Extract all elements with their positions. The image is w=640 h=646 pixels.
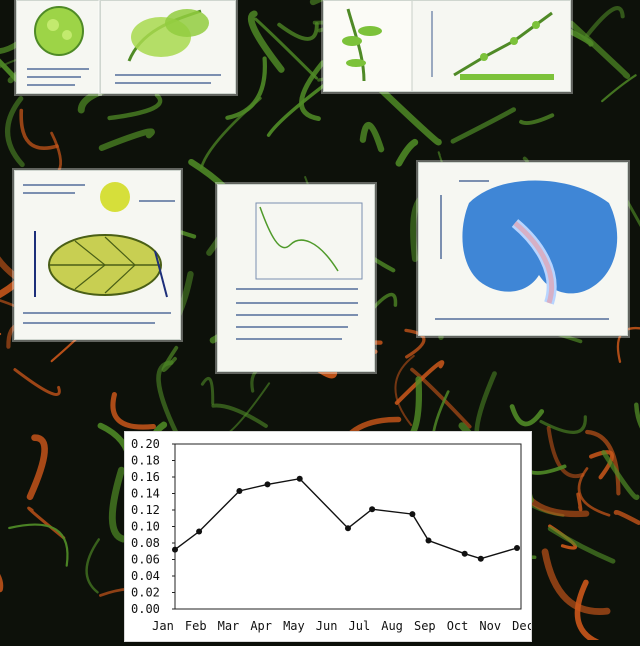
mini-line-plot-icon [218,185,374,371]
specimen-card-line-plot [217,184,375,372]
series-line [175,479,517,559]
watermark-text [492,614,638,630]
y-tick-label: 0.18 [131,454,160,468]
x-tick-label: Jan [152,619,174,633]
stem-illustration-icon [101,1,235,93]
x-tick-label: May [283,619,305,633]
x-tick-label: Mar [218,619,240,633]
specimen-card-plant-stem [100,0,236,94]
data-point [297,476,303,482]
x-tick-label: Jun [316,619,338,633]
data-point [265,481,271,487]
data-point [345,525,351,531]
data-point [478,556,484,562]
branch-illustration-icon [324,1,570,91]
specimen-card-blue-organism [418,162,628,336]
x-tick-label: Sep [414,619,436,633]
y-tick-label: 0.02 [131,586,160,600]
x-tick-label: Feb [185,619,207,633]
x-tick-label: Oct [447,619,469,633]
data-point [172,547,178,553]
line-chart: 0.20 0.18 0.16 0.14 0.12 0.10 0.08 0.06 0.04 0.02… [125,432,531,641]
specimen-card-leaf-section [14,170,181,340]
y-tick-label: 0.06 [131,553,160,567]
leaf-cross-section-icon [15,171,180,339]
y-tick-label: 0.14 [131,487,160,501]
data-point [426,538,432,544]
y-tick-label: 0.08 [131,536,160,550]
x-tick-label: Jul [349,619,371,633]
x-tick-label: Apr [250,619,272,633]
data-point [462,551,468,557]
y-tick-label: 0.00 [131,602,160,616]
line-chart-card: 0.20 0.18 0.16 0.14 0.12 0.10 0.08 0.06 0.04 0.02… [124,431,532,642]
y-tick-label: 0.16 [131,470,160,484]
y-tick-label: 0.20 [131,437,160,451]
data-point [369,506,375,512]
y-tick-label: 0.12 [131,503,160,517]
data-point [196,529,202,535]
x-tick-label: Aug [381,619,403,633]
data-point [514,545,520,551]
specimen-card-branch [323,0,571,92]
blue-organism-icon [419,163,627,335]
vein-stroke [578,494,580,509]
y-tick-label: 0.04 [131,569,160,583]
specimen-card-moss-cluster [16,0,100,94]
data-point [236,488,242,494]
y-tick-label: 0.10 [131,520,160,534]
moss-illustration-icon [17,1,99,93]
data-point [409,511,415,517]
